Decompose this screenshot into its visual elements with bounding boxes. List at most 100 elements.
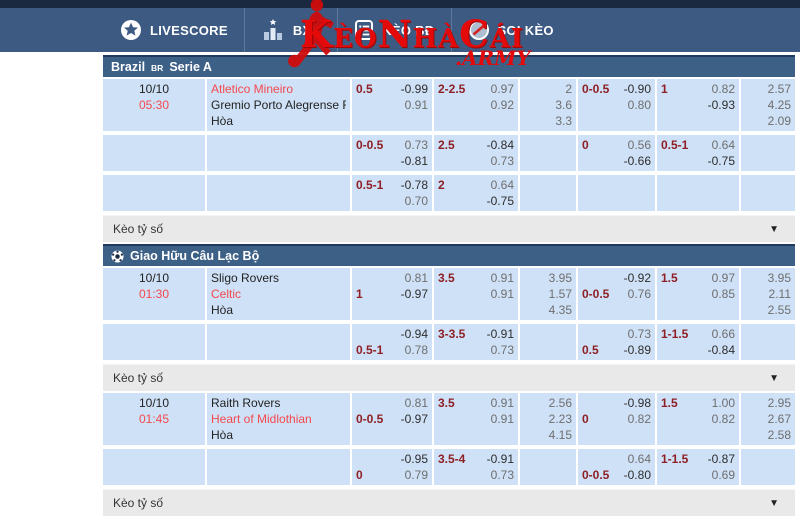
handicap-half-cell[interactable]: 0-0.5 -0.92 0.76 — [578, 268, 655, 320]
1x2-full-cell[interactable]: 3.95 1.57 4.35 — [520, 268, 576, 320]
1x2-half-cell[interactable]: 3.95 2.11 2.55 — [741, 268, 795, 320]
1x2-full-cell[interactable] — [520, 324, 576, 360]
over-under-half-cell[interactable]: 1-1.5 -0.87 0.69 — [657, 449, 739, 485]
over-under-half-cell[interactable] — [657, 175, 739, 211]
over-under-full-cell[interactable]: 2 0.64 -0.75 — [434, 175, 518, 211]
league-header: Giao Hữu Câu Lạc Bộ — [103, 244, 795, 266]
match-teams-cell[interactable] — [207, 175, 350, 211]
match-teams-cell[interactable] — [207, 449, 350, 485]
match-teams-cell[interactable]: Atletico Mineiro Gremio Porto Alegrense R… — [207, 79, 350, 131]
handicap-full-cell[interactable]: 0-0.5 0.81 -0.97 — [352, 393, 432, 445]
handicap-half-cell[interactable]: 0-0.5 0.64 -0.80 — [578, 449, 655, 485]
1x2-full-cell[interactable] — [520, 175, 576, 211]
handicap-full-cell[interactable]: 0.5-1 -0.94 0.78 — [352, 324, 432, 360]
odd-value: 0.92 — [490, 98, 514, 112]
1x2-value: 2.95 — [767, 396, 791, 410]
match-time-cell — [103, 449, 205, 485]
over-under-full-cell[interactable]: 2-2.5 0.97 0.92 — [434, 79, 518, 131]
over-under-half-cell[interactable]: 0.5-1 0.64 -0.75 — [657, 135, 739, 171]
handicap-full-cell[interactable]: 0 -0.95 0.79 — [352, 449, 432, 485]
chevron-down-icon[interactable]: ▼ — [769, 372, 779, 384]
1x2-half-cell[interactable] — [741, 175, 795, 211]
odd-value: 0.91 — [490, 271, 514, 285]
nav-item-bxh[interactable]: BXH — [243, 8, 337, 52]
odds-row: 10/10 05:30 Atletico Mineiro Gremio Porto A… — [103, 79, 795, 131]
odd-value: -0.87 — [707, 452, 735, 466]
over-under-full-cell[interactable]: 3.5-4 -0.91 0.73 — [434, 449, 518, 485]
odd-value: 0.66 — [711, 327, 735, 341]
soccer-ball-icon — [111, 249, 124, 263]
1x2-half-cell[interactable] — [741, 449, 795, 485]
1x2-full-cell[interactable]: 2 3.6 3.3 — [520, 79, 576, 131]
1x2-half-cell[interactable]: 2.95 2.67 2.58 — [741, 393, 795, 445]
match-teams-cell[interactable]: Sligo Rovers Celtic Hòa — [207, 268, 350, 320]
nav-item-soikeo[interactable]: SOI KÈO — [450, 8, 570, 52]
odds-content: Brazil BR Serie A 10/10 05:30 Atletico Mineir… — [103, 55, 795, 516]
over-under-full-cell[interactable]: 3.5 0.91 0.91 — [434, 393, 518, 445]
handicap-full-cell[interactable]: 0.5 -0.99 0.91 — [352, 79, 432, 131]
over-under-half-cell[interactable]: 1.5 1.00 0.82 — [657, 393, 739, 445]
odd-value: 0.64 — [627, 452, 651, 466]
line-value: 0.5-1 — [356, 343, 384, 357]
handicap-half-cell[interactable] — [578, 175, 655, 211]
handicap-half-cell[interactable]: 0 -0.98 0.82 — [578, 393, 655, 445]
match-date: 10/10 — [138, 82, 170, 96]
line-value: 3.5-4 — [438, 452, 466, 466]
1x2-half-cell[interactable] — [741, 324, 795, 360]
1x2-full-cell[interactable]: 2.56 2.23 4.15 — [520, 393, 576, 445]
handicap-full-cell[interactable]: 1 0.81 -0.97 — [352, 268, 432, 320]
over-under-full-cell[interactable]: 3-3.5 -0.91 0.73 — [434, 324, 518, 360]
nav-item-livescore[interactable]: LIVESCORE — [104, 8, 244, 52]
1x2-full-cell[interactable] — [520, 449, 576, 485]
chevron-down-icon[interactable]: ▼ — [769, 497, 779, 509]
odds-values: 0.73 -0.89 — [624, 326, 651, 358]
odd-value: 0.82 — [711, 82, 735, 96]
over-under-full-cell[interactable]: 2.5 -0.84 0.73 — [434, 135, 518, 171]
handicap-full-cell[interactable]: 0.5-1 -0.78 0.70 — [352, 175, 432, 211]
odd-value: 0.73 — [627, 327, 651, 341]
away-team: Celtic — [211, 287, 242, 301]
odd-value: 0.79 — [404, 468, 428, 482]
odd-value: 0.91 — [490, 396, 514, 410]
1x2-half-cell[interactable] — [741, 135, 795, 171]
over-under-half-cell[interactable]: 1 0.82 -0.93 — [657, 79, 739, 131]
1x2-value: 2 — [565, 82, 572, 96]
odd-value: -0.66 — [623, 154, 651, 168]
line-value: 3.5 — [438, 396, 455, 410]
home-team: Raith Rovers — [211, 396, 281, 410]
score-odds-bar[interactable]: Kèo tỷ số ▼ — [103, 364, 795, 391]
odd-value: 0.56 — [627, 138, 651, 152]
draw-label: Hòa — [211, 428, 234, 442]
over-under-half-cell[interactable]: 1.5 0.97 0.85 — [657, 268, 739, 320]
score-odds-bar[interactable]: Kèo tỷ số ▼ — [103, 215, 795, 242]
over-under-half-cell[interactable]: 1-1.5 0.66 -0.84 — [657, 324, 739, 360]
handicap-half-cell[interactable]: 0-0.5 -0.90 0.80 — [578, 79, 655, 131]
odds-values: 0.81 -0.97 — [401, 270, 428, 318]
score-odds-bar[interactable]: Kèo tỷ số ▼ — [103, 489, 795, 516]
1x2-value: 2.23 — [548, 412, 572, 426]
odds-line: 0 — [582, 395, 589, 443]
odds-row: 0.5-1 -0.94 0.78 3-3.5 -0.91 0.73 0.5 0.73 -0.89… — [103, 324, 795, 360]
odds-line: 3-3.5 — [438, 326, 465, 358]
odd-value: 0.64 — [490, 178, 514, 192]
odds-line: 0.5 — [356, 81, 373, 129]
odd-value: 0.91 — [490, 412, 514, 426]
odds-values: 0.56 -0.66 — [624, 137, 651, 169]
handicap-full-cell[interactable]: 0-0.5 0.73 -0.81 — [352, 135, 432, 171]
handicap-half-cell[interactable]: 0 0.56 -0.66 — [578, 135, 655, 171]
odd-value: -0.94 — [400, 327, 428, 341]
chevron-down-icon[interactable]: ▼ — [769, 223, 779, 235]
over-under-full-cell[interactable]: 3.5 0.91 0.91 — [434, 268, 518, 320]
1x2-full-cell[interactable] — [520, 135, 576, 171]
odds-line: 1.5 — [661, 395, 678, 443]
1x2-half-cell[interactable]: 2.57 4.25 2.09 — [741, 79, 795, 131]
nav-item-keobd[interactable]: KÈO BĐ — [337, 8, 450, 52]
handicap-half-cell[interactable]: 0.5 0.73 -0.89 — [578, 324, 655, 360]
match-teams-cell[interactable] — [207, 324, 350, 360]
odds-line: 3.5 — [438, 270, 455, 318]
odds-values: -0.84 0.73 — [487, 137, 514, 169]
match-teams-cell[interactable]: Raith Rovers Heart of Midlothian Hòa — [207, 393, 350, 445]
odds-values: -0.87 0.69 — [708, 451, 735, 483]
odds-values: -0.98 0.82 — [624, 395, 651, 443]
match-teams-cell[interactable] — [207, 135, 350, 171]
